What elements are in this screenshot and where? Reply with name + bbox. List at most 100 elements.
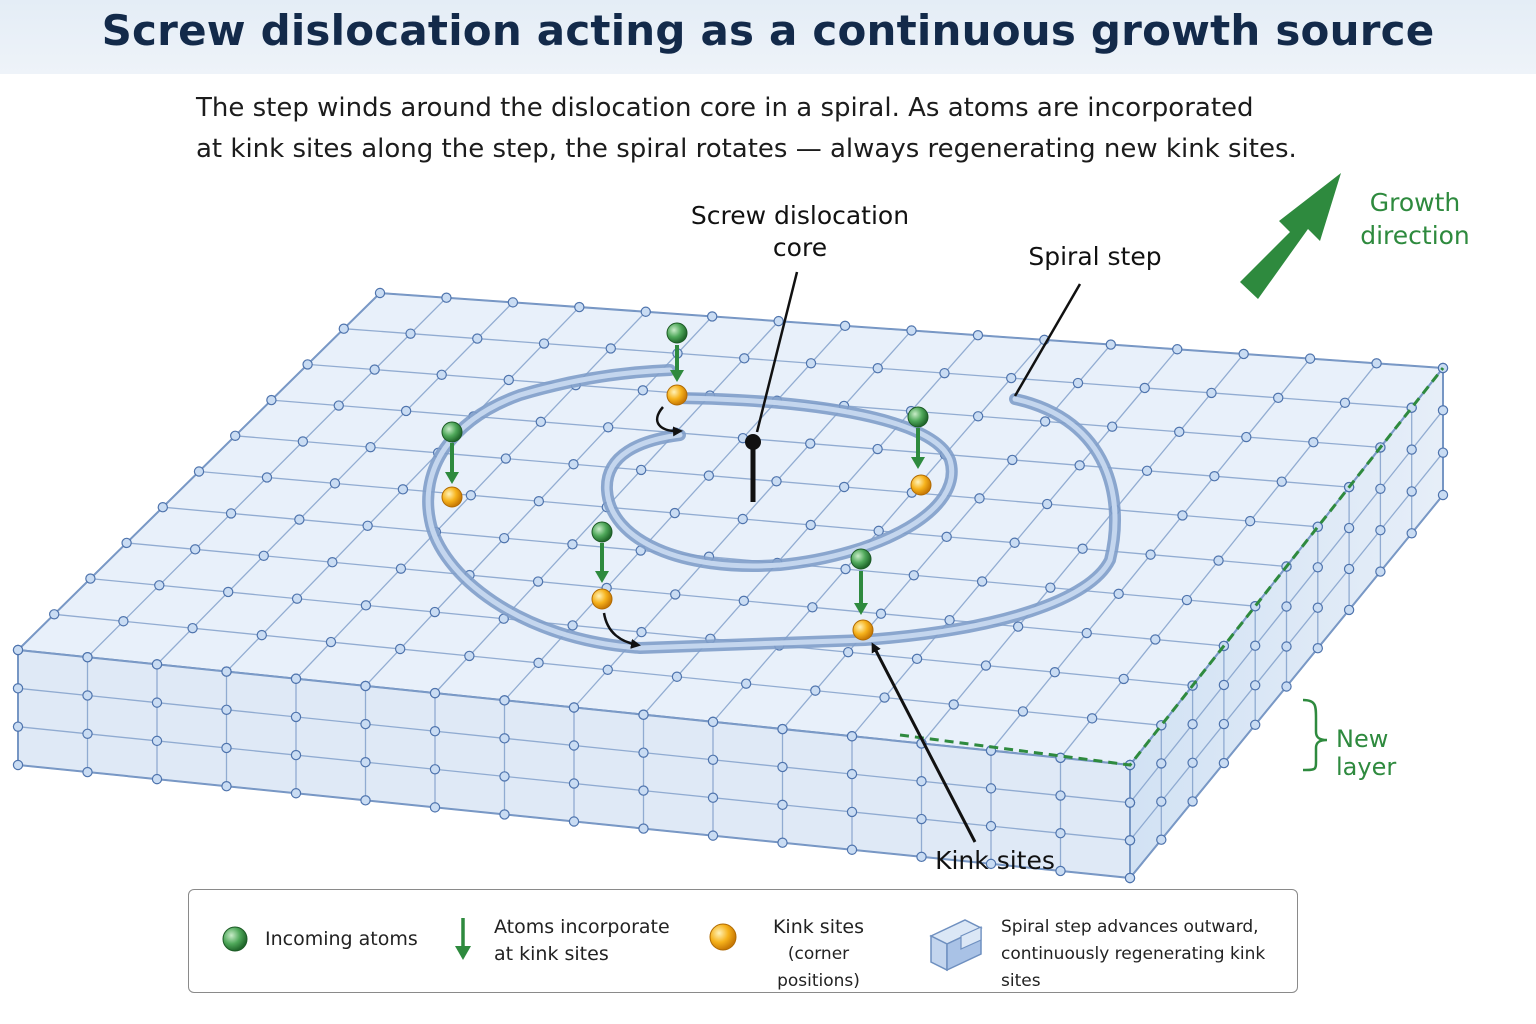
lattice-node [1406,486,1417,497]
lattice-node [225,508,237,519]
lattice-node [906,325,917,336]
lattice-node [1249,719,1261,731]
lattice-node [602,422,614,433]
lattice-node [1343,522,1355,534]
growth-direction-label: Growth direction [1340,186,1490,252]
lattice-node [805,358,817,369]
lattice-node [1086,713,1098,724]
lattice-node [395,563,407,574]
dislocation-core-point [745,434,761,450]
lattice-node [1218,679,1230,691]
lattice-node [499,695,510,706]
lattice-node [777,761,788,773]
description-line-2: at kink sites along the step, the spiral… [196,134,1297,164]
lattice-node [1017,706,1029,717]
lattice-node [441,292,452,303]
kink-site-3 [910,474,932,496]
rotation-arrow-1 [656,406,683,437]
lattice-node [948,699,959,710]
lattice-node [1238,348,1249,360]
title-banner [0,0,1536,74]
lattice-node [1339,397,1351,408]
lattice-node [151,659,163,670]
spiral-step-leader-line [1013,283,1082,397]
lattice-node [1209,471,1220,482]
new-layer-outline [899,367,1445,767]
lattice-node [703,470,715,481]
lattice-node [1312,562,1324,573]
lattice-node [777,723,788,735]
spiral-step [422,364,1121,655]
lattice-node [189,544,201,555]
lattice-node [916,776,927,787]
lattice-node [499,771,510,782]
lattice-node [85,573,96,584]
lattice-node [1055,865,1066,877]
lattice-node [939,367,950,379]
lattice-node [1308,437,1319,448]
legend-down-arrow-icon [455,918,471,960]
lattice-node [635,464,647,476]
lattice-node [12,683,24,694]
lattice-node [498,532,510,544]
lattice-node [82,766,93,778]
lattice-node [1105,339,1117,350]
lattice-node [670,589,681,600]
core-label-line-1: Screw dislocation [690,201,910,230]
lattice-node [1139,382,1150,394]
lattice-node [157,502,168,513]
lattice-node [1150,634,1161,645]
spiral-step-label: Spiral step [1028,242,1162,271]
lattice-node [1072,377,1084,389]
lattice-node [291,593,303,604]
incoming-atom-5 [850,548,872,615]
lattice-node [82,651,93,663]
lattice-node [1055,790,1066,801]
lattice-node [737,513,748,525]
lattice-node [187,622,198,634]
lattice-node [1055,828,1066,839]
lattice-node [777,799,788,811]
lattice-node [1074,460,1085,471]
legend-icons [222,918,983,972]
legend: Incoming atoms Atoms incorporate at kink… [188,889,1298,993]
lattice-node [972,411,984,422]
legend-spiral-line-2: continuously regenerating kink sites [1001,944,1266,991]
lattice-node [846,768,858,780]
legend-green-atom-icon [222,926,248,952]
lattice-node [840,563,851,575]
lattice-node [567,539,578,550]
lattice-node [221,704,232,715]
lattice-node [151,735,163,747]
lattice-node [429,802,441,813]
spiral-step-outer-top [425,367,1118,651]
lattice-node [325,636,337,648]
growth-label-line-1: Growth [1369,188,1461,217]
lattice-node [394,643,406,655]
lattice-node [294,514,305,525]
lattice-node [805,519,816,531]
lattice-node [1273,392,1284,404]
lattice-node [1012,621,1024,632]
lattice-node [1406,444,1417,455]
lattice-node [777,837,788,848]
kink-site-5 [852,619,874,641]
lattice-node [740,678,752,689]
lattice-node [842,646,854,658]
lattice-node [1009,537,1020,548]
lattice-node [360,795,371,806]
lattice-node [429,764,441,775]
lattice-node [405,328,416,339]
lattice-node [805,438,816,449]
description: The step winds around the dislocation co… [196,88,1316,170]
lattice-node [12,644,24,656]
lattice-node [499,733,510,744]
lattice-node [533,495,545,507]
incoming-atom-4 [591,521,613,583]
legend-incorporate: Atoms incorporate at kink sites [494,914,670,968]
lattice-node [1343,604,1355,616]
lattice-node [397,484,409,495]
lattice-node [872,443,883,455]
lattice-node [1213,555,1224,566]
growth-direction-arrow [1240,173,1341,299]
